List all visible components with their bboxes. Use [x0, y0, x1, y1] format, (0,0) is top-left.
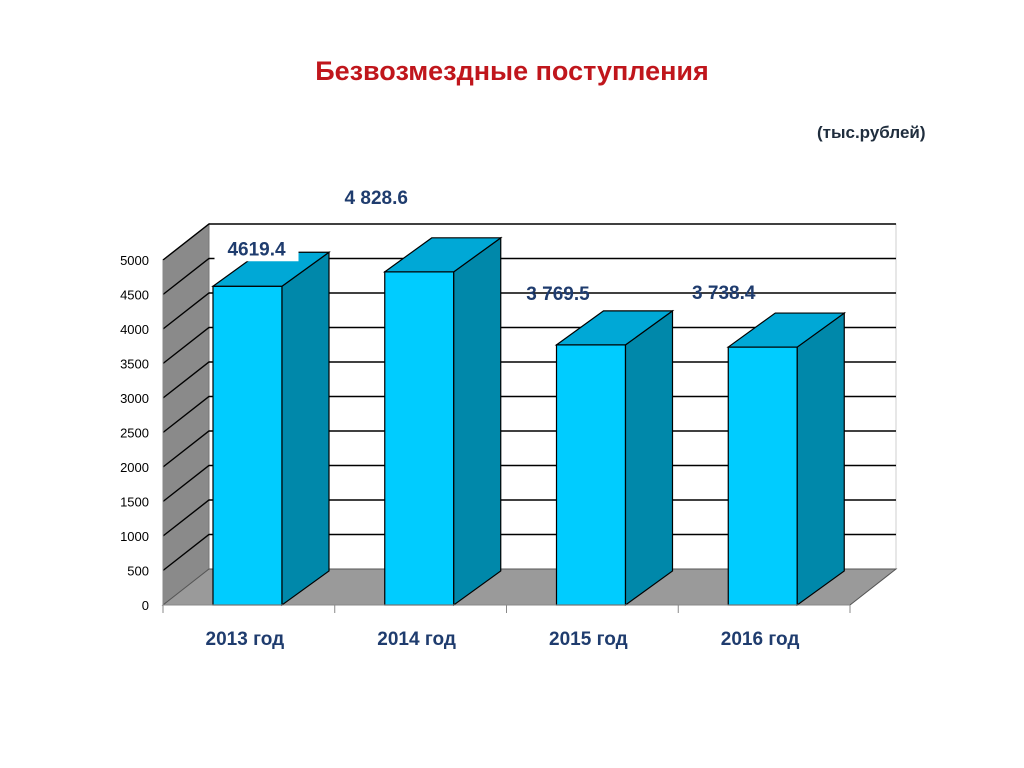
- data-label: 3 769.5: [526, 284, 590, 305]
- chart-title: Безвозмездные поступления: [315, 56, 709, 86]
- data-label: 4 828.6: [345, 188, 408, 209]
- y-tick-label: 1000: [120, 529, 149, 544]
- bar-front: [727, 346, 798, 606]
- y-tick-label: 4000: [120, 322, 149, 337]
- bar-side: [281, 251, 330, 607]
- x-tick-label: 2013 год: [206, 629, 285, 650]
- bar-side: [453, 236, 502, 607]
- unit-label: (тыс.рублей): [817, 123, 926, 142]
- gridline: [162, 292, 896, 330]
- data-label: 3 738.4: [692, 283, 756, 304]
- x-axis: 2013 год 2014 год 2015 год 2016 год: [162, 604, 851, 650]
- x-tick-label: 2014 год: [377, 629, 456, 650]
- bars: [211, 236, 847, 607]
- y-tick-label: 3500: [120, 357, 149, 372]
- data-label: 4619.4: [227, 239, 286, 260]
- bar-side: [624, 309, 674, 607]
- bar-top: [554, 310, 675, 346]
- y-tick-label: 5000: [120, 253, 149, 268]
- y-axis: 0 500 1000 1500 2000 2500 3000 3500 4000 4500 5000: [120, 253, 164, 613]
- y-tick-label: 1500: [120, 495, 149, 510]
- y-tick-label: 500: [127, 564, 149, 579]
- bar-front: [555, 344, 627, 606]
- data-label-bg: [214, 235, 299, 262]
- y-tick-label: 4500: [120, 288, 149, 303]
- y-tick-label: 2500: [120, 426, 149, 441]
- x-tick-label: 2016 год: [721, 629, 800, 650]
- bar-top: [211, 251, 331, 287]
- gridline: [162, 257, 896, 296]
- x-tick-label: 2015 год: [549, 629, 628, 650]
- y-tick-label: 2000: [120, 460, 149, 475]
- bar-front: [384, 271, 455, 606]
- bar-side: [796, 311, 845, 607]
- bar-top: [382, 237, 503, 273]
- gridline: [162, 223, 896, 261]
- y-tick-label: 3000: [120, 391, 149, 406]
- bar-top: [726, 312, 847, 348]
- y-tick-label: 0: [142, 598, 149, 613]
- bar-front: [212, 285, 283, 606]
- data-labels: 4619.4 4 828.6 3 769.5 3 738.4: [214, 188, 756, 305]
